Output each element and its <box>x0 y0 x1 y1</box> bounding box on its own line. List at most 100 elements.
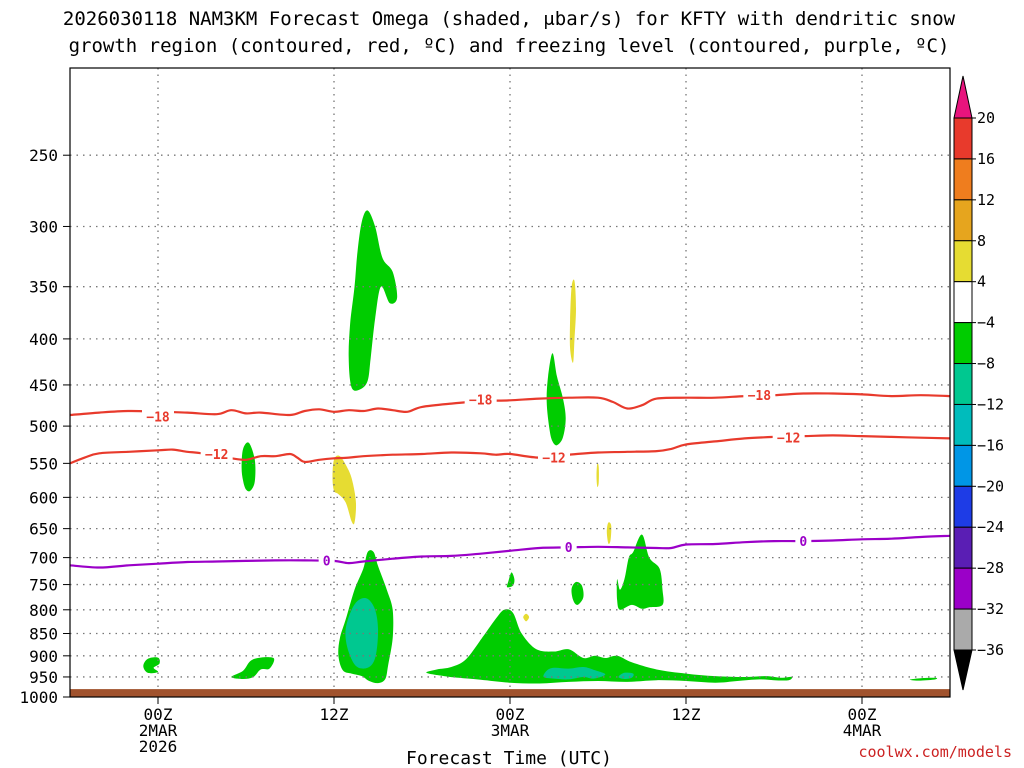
y-tick-label-700: 700 <box>29 549 58 568</box>
colorbar-label-2: 12 <box>977 191 995 209</box>
contour-label-2-2: 0 <box>799 535 807 550</box>
x-tick-label-2-1: 3MAR <box>491 721 530 740</box>
colorbar-bottom-arrow <box>953 649 973 691</box>
colorbar-label-0: 20 <box>977 109 995 127</box>
y-tick-label-350: 350 <box>29 278 58 297</box>
grid-lines <box>70 68 950 690</box>
contour-0 <box>69 392 951 417</box>
contour-label-bg <box>743 387 776 403</box>
colorbar-box-11 <box>953 567 973 610</box>
y-tick-label-650: 650 <box>29 520 58 539</box>
y-tick-label-450: 450 <box>29 376 58 395</box>
x-tick-label-4-1: 4MAR <box>843 721 882 740</box>
colorbar-label-10: −24 <box>977 518 1004 536</box>
colorbar-label-13: −36 <box>977 641 1004 659</box>
omega-ascent-tiny <box>506 572 515 588</box>
y-tick-label-800: 800 <box>29 601 58 620</box>
y-tick-label-850: 850 <box>29 624 58 643</box>
colorbar-box-2 <box>953 199 973 242</box>
y-tick-label-300: 300 <box>29 217 58 236</box>
colorbar-label-5: −4 <box>977 314 995 332</box>
omega-ascent-mid <box>546 353 566 446</box>
contour-label-0-0: −18 <box>146 411 170 426</box>
contour-label-bg <box>200 446 233 462</box>
colorbar-label-6: −8 <box>977 355 995 373</box>
colorbar: 20 16 12 8 4 −4 −8 −12 −16 −20 −24 −28 −32 −36 <box>953 75 1004 691</box>
chart-title-line-2: growth region (contoured, red, ºC) and f… <box>69 35 950 57</box>
y-tick-label-550: 550 <box>29 454 58 473</box>
contour-label-bg <box>560 538 577 554</box>
contour-label-bg <box>464 391 497 407</box>
y-tick-label-250: 250 <box>29 146 58 165</box>
contour-label-bg <box>538 449 570 465</box>
colorbar-label-8: −16 <box>977 436 1004 454</box>
contour-1 <box>69 434 951 465</box>
y-tick-label-750: 750 <box>29 576 58 595</box>
colorbar-box-0 <box>953 117 973 160</box>
pressure-axis: 250 300 350 400 450 500 550 600 650 700 750 800 850 9… <box>19 146 70 707</box>
colorbar-label-11: −28 <box>977 559 1004 577</box>
colorbar-box-9 <box>953 485 973 528</box>
colorbar-box-10 <box>953 526 973 569</box>
contour-label-bg <box>772 429 805 445</box>
y-tick-label-400: 400 <box>29 330 58 349</box>
colorbar-box-3 <box>953 240 973 283</box>
colorbar-box-8 <box>953 444 973 487</box>
x-tick-label-0-2: 2026 <box>139 737 178 756</box>
x-tick-label-1-0: 12Z <box>320 705 349 724</box>
contour-layer: −18 −18 −18 −12 −12 −12 0 0 0 <box>69 387 951 569</box>
colorbar-box-7 <box>953 403 973 446</box>
omega-ascent-lowleft <box>231 657 275 679</box>
y-tick-label-1000: 1000 <box>19 688 58 707</box>
contour-2 <box>69 534 951 569</box>
colorbar-label-3: 8 <box>977 232 986 250</box>
omega-ascent-upper <box>348 210 398 391</box>
colorbar-label-7: −12 <box>977 395 1004 413</box>
credit-text: coolwx.com/models <box>858 743 1012 761</box>
omega-ascent-core <box>345 597 379 669</box>
contour-label-0-2: −18 <box>748 389 772 404</box>
contour-label-bg <box>142 408 174 424</box>
x-tick-label-4-0: 00Z <box>848 705 877 724</box>
y-tick-label-600: 600 <box>29 488 58 507</box>
colorbar-label-1: 16 <box>977 150 995 168</box>
contour-label-2-1: 0 <box>565 541 573 556</box>
colorbar-box-12 <box>953 608 973 651</box>
omega-ascent-small <box>571 581 584 605</box>
colorbar-box-1 <box>953 158 973 201</box>
contour-label-bg <box>795 533 812 549</box>
x-tick-label-2-0: 00Z <box>496 705 525 724</box>
colorbar-box-4 <box>953 281 973 324</box>
omega-ascent-lowband <box>426 609 793 684</box>
contour-label-2-0: 0 <box>323 554 331 569</box>
colorbar-top-arrow <box>953 75 973 119</box>
x-axis-title: Forecast Time (UTC) <box>406 748 612 768</box>
omega-subsidence-d <box>606 522 612 544</box>
colorbar-label-12: −32 <box>977 600 1004 618</box>
contour-label-1-0: −12 <box>205 448 228 463</box>
ground-below-surface <box>70 689 950 697</box>
omega-ascent-right <box>616 534 664 610</box>
colorbar-label-4: 4 <box>977 273 986 291</box>
contour-label-1-1: −12 <box>542 452 565 467</box>
colorbar-box-5 <box>953 322 973 365</box>
omega-subsidence-a <box>332 455 357 525</box>
omega-subsidence-e <box>523 613 530 622</box>
colorbar-box-6 <box>953 363 973 405</box>
contour-label-bg <box>318 552 335 568</box>
omega-ascent-rightdot <box>909 677 938 681</box>
contour-label-1-2: −12 <box>777 432 800 447</box>
x-tick-label-0-1: 2MAR <box>139 721 178 740</box>
x-tick-label-3-0: 12Z <box>672 705 701 724</box>
omega-subsidence-c <box>596 462 599 488</box>
omega-shading-layer <box>143 210 938 684</box>
y-tick-label-900: 900 <box>29 647 58 666</box>
colorbar-label-9: −20 <box>977 477 1004 495</box>
omega-subsidence-b <box>569 279 576 363</box>
omega-ascent-leftdot <box>143 657 160 674</box>
x-tick-label-0-0: 00Z <box>144 705 173 724</box>
chart-title-line-1: 2026030118 NAM3KM Forecast Omega (shaded… <box>63 8 956 30</box>
omega-ascent-left <box>241 442 256 492</box>
contour-label-0-1: −18 <box>469 393 493 408</box>
